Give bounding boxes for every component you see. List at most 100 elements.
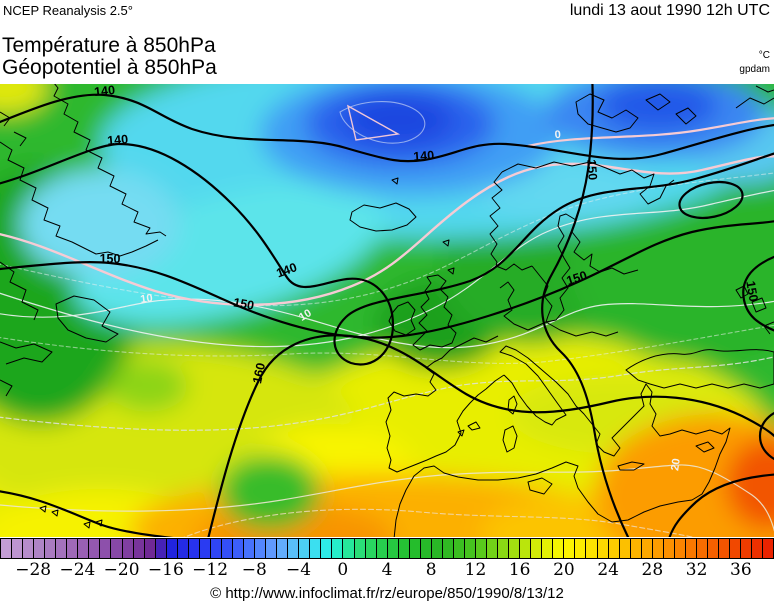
colorbar-cell [122,539,134,558]
colorbar-cell [45,539,57,558]
colorbar-tick: 0 [337,560,349,580]
colorbar-tick: −8 [241,560,267,580]
colorbar-cell [442,539,454,558]
contour-label: 20 [669,458,683,472]
colorbar-cell [78,539,90,558]
colorbar-cell [431,539,443,558]
colorbar-cell [310,539,322,558]
colorbar-cell [12,539,24,558]
colorbar-cell [155,539,167,558]
colorbar-cell [730,539,742,558]
colorbar-tick: −24 [59,560,96,580]
colorbar-cell [542,539,554,558]
temperature-field [0,84,774,537]
contour-label: 150 [584,159,599,181]
colorbar-cell [210,539,222,558]
colorbar-cell [376,539,388,558]
colorbar-cell [177,539,189,558]
temperature-contours [0,101,774,537]
colorbar-cell [476,539,488,558]
colorbar-cell [23,539,35,558]
colorbar-cell [255,539,267,558]
colorbar-cell [100,539,112,558]
colorbar-tick: −20 [103,560,140,580]
colorbar-cell [398,539,410,558]
colorbar-cell [641,539,653,558]
contour-label: 10 [140,292,154,306]
colorbar-cell [354,539,366,558]
colorbar-cell [531,539,543,558]
colorbar-cell [232,539,245,558]
colorbar-cell [464,539,477,558]
colorbar-cell [56,539,68,558]
contour-label: 150 [743,280,760,303]
colorbar-cell [619,539,631,558]
colorbar-cell [420,539,432,558]
temperature-contour-labels: 0 10 10 20 [140,129,683,472]
colorbar-cell [575,539,587,558]
colorbar-cell [89,539,101,558]
colorbar-cell [133,539,145,558]
colorbar-tick: −12 [192,560,229,580]
contour-label: 150 [232,295,255,312]
valid-datetime-label: lundi 13 aout 1990 12h UTC [569,2,770,19]
colorbar-cell [67,539,79,558]
contour-label: 10 [297,307,314,324]
colorbar-cell [674,539,686,558]
colorbar-cell [608,539,620,558]
title-temperature: Température à 850hPa [2,34,216,57]
colorbar-tick: 16 [508,560,531,580]
contour-label: 150 [565,268,589,288]
colorbar-cell [266,539,278,558]
colorbar-cell [708,539,720,558]
contour-label: 140 [413,148,435,163]
colorbar-cell [509,539,521,558]
colorbar-cell [321,539,333,558]
colorbar-tick: 28 [641,560,664,580]
colorbar-cell [111,539,123,558]
geopotential-contour-labels: 140 140 140 140 150 150 150 150 150 160 [93,84,760,385]
colorbar-cell [498,539,510,558]
colorbar-cell [188,539,200,558]
temperature-colorbar [0,538,774,559]
colorbar-cell [34,539,46,558]
coastlines [0,84,774,537]
colorbar-cell [199,539,211,558]
geopotential-contours [0,84,774,537]
colorbar-cell [553,539,565,558]
contour-label: 140 [93,84,115,99]
colorbar-cell [144,539,156,558]
model-source-label: NCEP Reanalysis 2.5° [3,3,133,18]
colorbar-tick: 24 [597,560,619,580]
contour-label: 0 [554,129,561,141]
colorbar-cell [387,539,399,558]
colorbar-cell [221,539,233,558]
colorbar-cell [696,539,708,558]
colorbar-tick-labels: −28 −24 −20 −16 −12 −8 −4 0 4 8 12 16 20 24 28 32 36 [0,560,774,584]
weather-map: 0 10 10 20 140 140 140 140 150 150 150 150 150 160 [0,84,774,537]
colorbar-tick: 32 [685,560,708,580]
colorbar-tick: −28 [15,560,52,580]
contour-label: 150 [100,252,121,266]
colorbar-cell [597,539,609,558]
colorbar-tick: −16 [147,560,184,580]
colorbar-tick: 20 [553,560,575,580]
contour-label: 140 [107,132,129,148]
colorbar-tick: 4 [381,560,393,580]
title-geopotential: Géopotentiel à 850hPa [2,56,217,79]
colorbar-cell [244,539,256,558]
colorbar-cell [586,539,598,558]
colorbar-tick: 8 [425,560,437,580]
colorbar-tick: 12 [464,560,487,580]
contour-label: 140 [274,260,298,280]
colorbar-cell [365,539,377,558]
colorbar-cell [741,539,753,558]
colorbar-cell [763,539,774,558]
colorbar-cell [288,539,300,558]
colorbar-cell [166,539,178,558]
colorbar-cell [652,539,664,558]
copyright-url: © http://www.infoclimat.fr/rz/europe/850… [210,585,564,602]
unit-temperature-label: °C [758,50,770,61]
unit-geopotential-label: gpdam [739,64,770,75]
